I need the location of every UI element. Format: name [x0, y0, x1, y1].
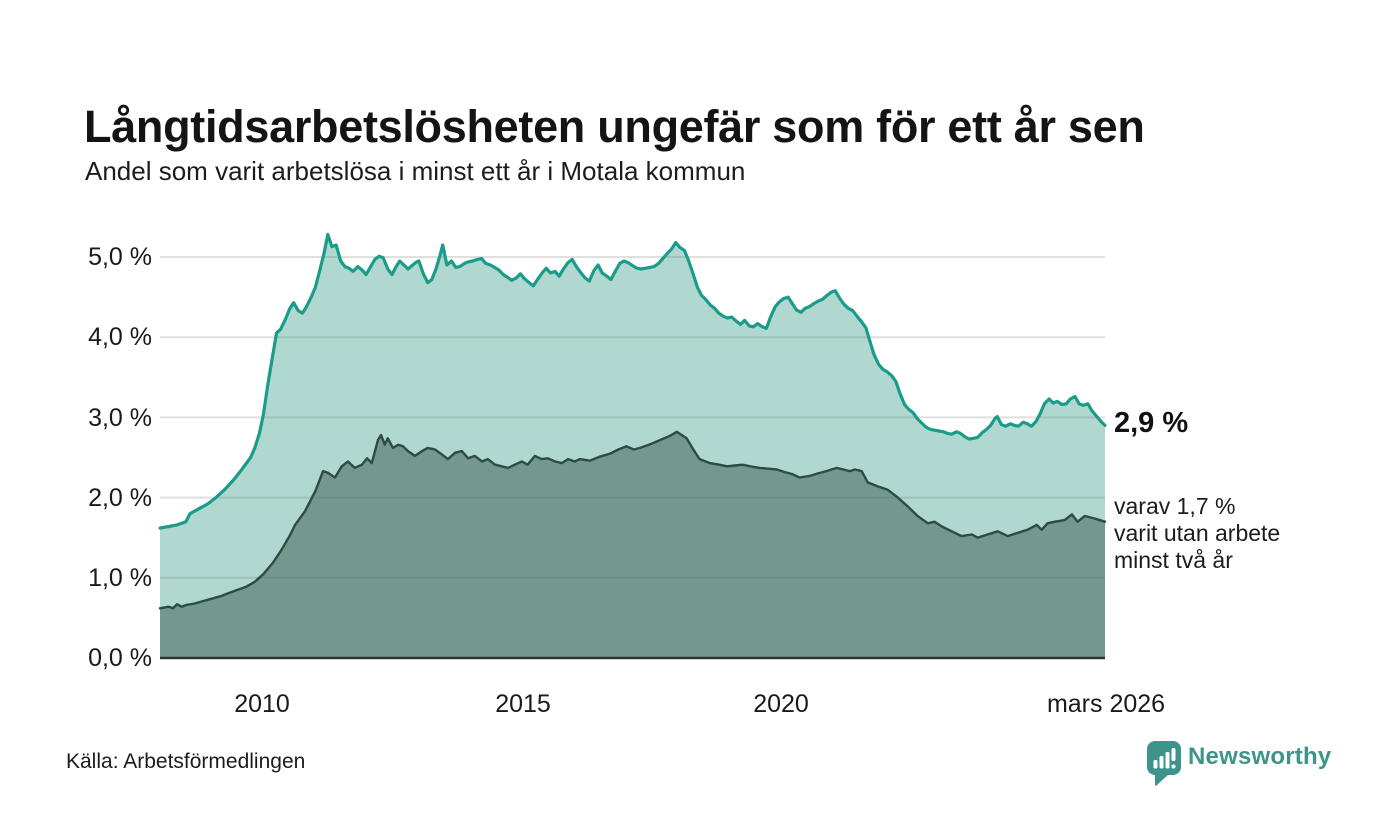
- x-axis-tick-label: mars 2026: [1046, 690, 1166, 718]
- area-chart: [158, 232, 1107, 660]
- newsworthy-wordmark: Newsworthy: [1188, 743, 1332, 770]
- y-axis-tick-label: 5,0 %: [88, 243, 152, 271]
- annotation-line: varav 1,7 %: [1114, 493, 1236, 519]
- x-axis-tick-label: 2020: [753, 690, 809, 718]
- annotation-line: minst två år: [1114, 547, 1233, 573]
- y-axis-tick-label: 2,0 %: [88, 484, 152, 512]
- x-axis-tick-label: 2015: [495, 690, 551, 718]
- annotation-line: varit utan arbete: [1114, 520, 1281, 546]
- y-axis-tick-label: 1,0 %: [88, 564, 152, 592]
- newsworthy-logo-icon: [1147, 741, 1181, 786]
- newsworthy-logo: Newsworthy: [1146, 740, 1386, 788]
- page-title: Långtidsarbetslösheten ungefär som för e…: [84, 101, 1145, 153]
- x-axis-tick-label: 2010: [234, 690, 290, 718]
- y-axis-tick-label: 0,0 %: [88, 644, 152, 672]
- y-axis-tick-label: 4,0 %: [88, 323, 152, 351]
- source-note: Källa: Arbetsförmedlingen: [66, 750, 306, 773]
- y-axis-tick-label: 3,0 %: [88, 404, 152, 432]
- latest-value-annotation: 2,9 %: [1114, 407, 1189, 439]
- page-subtitle: Andel som varit arbetslösa i minst ett å…: [85, 156, 746, 186]
- secondary-value-annotation: varav 1,7 % varit utan arbete minst två …: [1114, 493, 1280, 574]
